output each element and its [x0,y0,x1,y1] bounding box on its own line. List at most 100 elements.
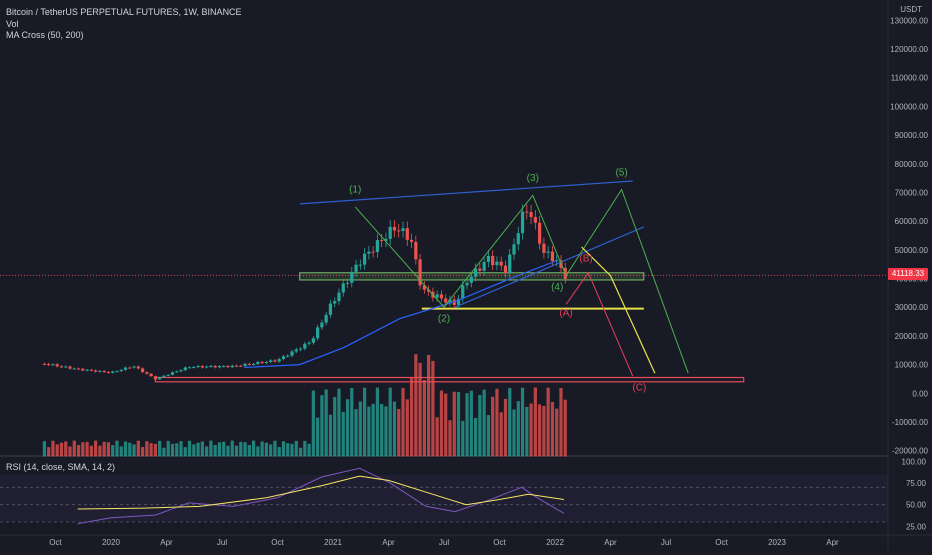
price-tick-label: 70000.00 [895,188,929,197]
candle-body [222,366,226,368]
candle-body [427,289,431,292]
volume-bar [520,387,525,457]
price-tick-label: 20000.00 [895,332,929,341]
volume-bar [311,390,315,457]
candle-body [444,298,448,303]
candle-body [328,303,333,315]
wave-label-5: (5) [615,167,627,178]
volume-bar [239,441,243,457]
candle-body [473,268,478,277]
volume-bar [384,406,388,457]
volume-bar [162,447,166,457]
volume-bar [260,441,264,457]
candle-body [358,264,362,266]
price-tick-label: 0.00 [912,389,928,398]
candle-body [294,349,298,352]
volume-bar [367,406,371,457]
candle-body [422,285,426,290]
volume-bar [525,406,529,457]
price-tick-label: 30000.00 [895,303,929,312]
candle-body [461,285,465,299]
volume-bar [427,355,431,457]
volume-bar [401,388,405,457]
candle-body [234,365,239,367]
volume-bar [371,403,375,457]
volume-bar [482,389,486,457]
volume-bar [115,440,119,457]
volume-bar [111,445,115,457]
candle-body [538,222,542,244]
volume-bar [486,415,490,457]
volume-bar [375,387,379,457]
candle-body [213,366,217,368]
volume-bar [388,387,392,457]
candle-body [529,212,533,218]
candle-body [397,230,401,232]
candle-body [47,364,51,366]
volume-bar [456,392,461,457]
volume-bar [529,403,533,457]
candle-body [341,283,345,293]
candle-body [380,240,384,242]
candle-body [269,360,273,362]
candle-body [435,294,439,298]
candle-body [183,367,187,371]
candle-body [136,366,140,369]
candle-body [89,369,93,371]
ma-200-line [244,260,556,369]
candle-body [260,362,264,364]
volume-bar [563,399,567,457]
candle-body [392,226,397,231]
volume-bar [175,443,179,457]
candle-body [239,365,243,367]
candle-body [247,363,251,365]
price-tick-label: 80000.00 [895,160,929,169]
candle-body [59,366,64,368]
wave-label-c: (C) [632,382,646,393]
volume-bar [303,440,307,457]
volume-bar [538,404,542,457]
volume-bar [465,393,469,457]
volume-bar [354,409,358,457]
candle-body [187,367,192,369]
candle-body [414,241,418,260]
volume-bar [333,397,337,457]
volume-bar [183,447,187,457]
candle-body [354,264,358,272]
volume-bar [247,445,251,457]
volume-bar [439,390,444,457]
candle-body [520,211,525,234]
lower-channel-line [454,226,645,308]
volume-bar [324,389,328,457]
time-tick-label: 2022 [546,538,564,547]
time-tick-label: Apr [160,538,173,547]
volume-bar [187,440,192,457]
wave-label-3: (3) [527,173,539,184]
wave-label-4: (4) [551,282,563,293]
price-unit-label: USDT [900,5,922,14]
candle-body [162,375,166,378]
volume-bar [286,443,290,457]
candle-body [362,253,367,265]
candle-body [115,371,119,373]
candle-body [273,360,277,362]
candle-body [409,239,414,242]
candle-body [209,366,213,368]
volume-bar [196,442,200,457]
candle-body [205,366,209,368]
volume-bar [205,446,209,457]
candle-body [55,364,59,367]
volume-bar [358,401,362,457]
candle-body [140,368,145,373]
volume-bar [243,442,247,457]
volume-bar [102,441,106,457]
volume-bar [273,440,277,457]
candle-body [179,370,183,372]
candle-body [170,372,175,375]
candle-body [333,301,337,304]
volume-bar [277,447,281,457]
volume-bar [546,387,550,457]
volume-bar [132,444,136,457]
